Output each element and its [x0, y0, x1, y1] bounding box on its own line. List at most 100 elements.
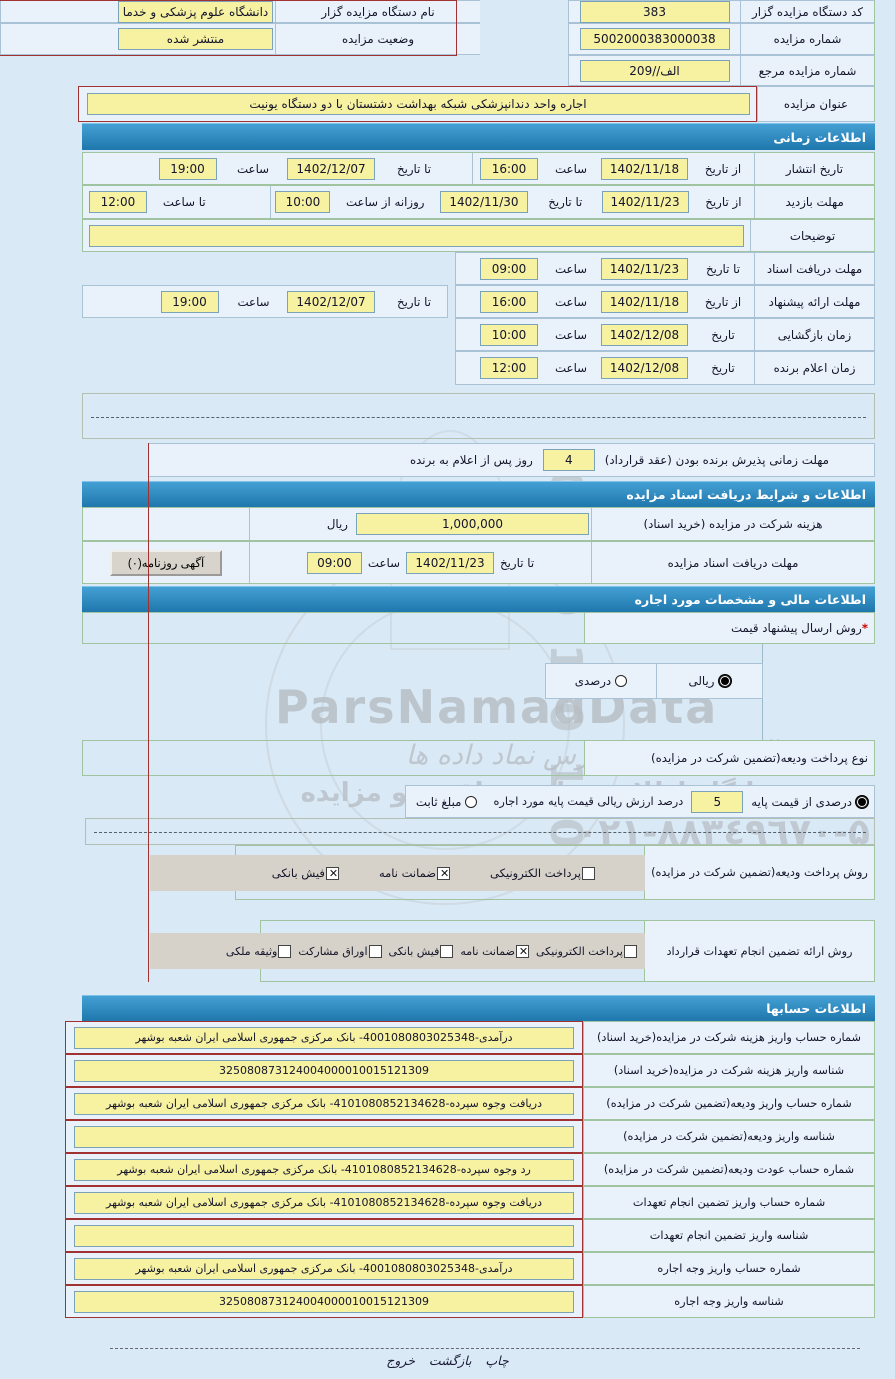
visit-daily-to-cell: 12:00: [83, 186, 153, 218]
fixed-amount-label: مبلغ ثابت: [415, 794, 462, 809]
publish-to-input[interactable]: 1402/12/07: [287, 157, 375, 180]
receive-date-input[interactable]: 1402/11/23: [601, 257, 688, 280]
offer-label: مهلت ارائه پیشنهاد: [754, 286, 874, 317]
account-value-input[interactable]: [73, 1125, 575, 1148]
account-label: شناسه واریز وجه اجاره: [583, 1285, 875, 1318]
guarantee-letter-checkbox[interactable]: [516, 944, 530, 958]
spacer: [456, 253, 473, 284]
account-value-input[interactable]: [73, 1224, 575, 1247]
hour-label: ساعت: [545, 352, 597, 384]
to-date-label: تا تاریخ: [380, 153, 448, 184]
ref-no-input[interactable]: الف//209: [579, 59, 730, 82]
newspaper-ads-button[interactable]: آگهی روزنامه(۰): [109, 549, 223, 576]
hour-label: ساعت: [367, 555, 400, 570]
agency-code-input[interactable]: 383: [579, 0, 730, 23]
publish-from-hour-input[interactable]: 16:00: [480, 157, 538, 180]
account-value-input[interactable]: درآمدی-4001080803025348- بانک مرکزی جمهو…: [73, 1026, 575, 1049]
visit-from-cell: 1402/11/23: [597, 186, 693, 218]
visit-label: مهلت بازدید: [754, 186, 874, 218]
receive-hour-input[interactable]: 09:00: [480, 257, 538, 280]
status-cell: منتشر شده: [0, 23, 275, 55]
account-value-cell: دریافت وجوه سپرده-4101080852134628- بانک…: [65, 1186, 583, 1219]
accept-days-input[interactable]: 4: [542, 449, 595, 471]
winner-date-input[interactable]: 1402/12/08: [601, 357, 688, 379]
bank-slip-checkbox[interactable]: [440, 944, 454, 958]
opening-date-input[interactable]: 1402/12/08: [601, 323, 688, 346]
account-value-input[interactable]: درآمدی-4001080803025348- بانک مرکزی جمهو…: [73, 1257, 575, 1280]
hour-label: ساعت: [224, 153, 282, 184]
participation-bonds-checkbox[interactable]: [368, 944, 382, 958]
rial-radio[interactable]: [718, 675, 731, 687]
deposit-type-row: نوع پرداخت ودیعه(تضمین شرکت در مزایده): [82, 740, 875, 776]
percent-base-input[interactable]: 5: [691, 790, 744, 813]
bank-slip-checkbox[interactable]: [325, 866, 340, 880]
status-input[interactable]: منتشر شده: [118, 28, 273, 50]
electronic-pay-checkbox[interactable]: [624, 944, 637, 958]
account-value-cell: رد وجوه سپرده-4101080852134628- بانک مرک…: [65, 1153, 583, 1186]
publish-to-hour-input[interactable]: 19:00: [158, 157, 217, 180]
winner-hour-input[interactable]: 12:00: [480, 357, 538, 379]
account-value-input[interactable]: 325080873124004000010015121309: [73, 1290, 575, 1313]
section-header-docs: اطلاعات و شرایط دریافت اسناد مزایده: [82, 481, 875, 507]
exit-link[interactable]: خروج: [386, 1353, 416, 1368]
to-date-label: تا تاریخ: [381, 286, 447, 317]
notes-cell: [83, 220, 750, 251]
deposit-option: فیش بانکی: [272, 866, 340, 880]
deposit-pay-outer: روش پرداخت ودیعه(تضمین شرکت در مزایده): [235, 845, 875, 900]
property-collateral-checkbox[interactable]: [278, 944, 292, 958]
agency-name-label: نام دستگاه مزایده گزار: [275, 0, 480, 23]
account-value-input[interactable]: دریافت وجوه سپرده-4101080852134628- بانک…: [73, 1191, 575, 1214]
receive-label: مهلت دریافت اسناد: [754, 253, 874, 284]
agency-code-cell: 383: [568, 0, 740, 23]
hour-label: ساعت: [226, 286, 281, 317]
notes-input[interactable]: [89, 224, 744, 247]
offer-to-hour-input[interactable]: 19:00: [160, 290, 219, 313]
account-value-input[interactable]: دریافت وجوه سپرده-4101080852134628- بانک…: [73, 1092, 575, 1115]
percent-base-desc: درصد ارزش ریالی قیمت پایه مورد اجاره: [493, 795, 684, 808]
back-link[interactable]: بازگشت: [428, 1353, 472, 1368]
publish-from-input[interactable]: 1402/11/18: [601, 157, 688, 180]
footer-links: چاپ بازگشت خروج: [0, 1353, 895, 1368]
guarantee-letter-label: ضمانت نامه: [378, 866, 437, 880]
fee-row: هزینه شرکت در مزایده (خرید اسناد) 1,000,…: [82, 507, 875, 541]
percent-base-label: درصدی از قیمت پایه: [751, 794, 852, 809]
fixed-amount-radio[interactable]: [465, 795, 478, 808]
print-link[interactable]: چاپ: [485, 1353, 509, 1368]
visit-to-input[interactable]: 1402/11/30: [439, 191, 528, 213]
separator-box: [85, 818, 875, 845]
auction-no-input[interactable]: 5002000383000038: [579, 28, 730, 50]
guarantee-letter-checkbox[interactable]: [437, 866, 451, 880]
price-type-radio-row: ریالی درصدی: [545, 663, 763, 699]
title-input[interactable]: اجاره واحد دندانپزشکی شبکه بهداشت دشتستا…: [86, 93, 750, 115]
offer-to-input[interactable]: 1402/12/07: [287, 290, 375, 313]
visit-from-input[interactable]: 1402/11/23: [601, 191, 689, 213]
title-cell: اجاره واحد دندانپزشکی شبکه بهداشت دشتستا…: [78, 86, 757, 122]
from-date-label: از تاریخ: [692, 153, 754, 184]
participation-bonds-label: اوراق مشارکت: [298, 944, 368, 958]
fee-unit: ریال: [326, 517, 348, 531]
agency-name-input[interactable]: دانشگاه علوم پزشکی و خدما: [118, 0, 273, 23]
guarantee-option: پرداخت الکترونیکی: [536, 944, 637, 958]
offer-from-hour-input[interactable]: 16:00: [480, 290, 538, 313]
offer-from-cell: 1402/11/18: [597, 286, 692, 317]
docs-deadline-date-input[interactable]: 1402/11/23: [406, 551, 494, 574]
fee-label: هزینه شرکت در مزایده (خرید اسناد): [591, 508, 874, 540]
visit-daily-from-input[interactable]: 10:00: [275, 191, 331, 213]
visit-daily-to-input[interactable]: 12:00: [88, 191, 147, 213]
price-send-method-row: * روش ارسال پیشنهاد قیمت: [82, 612, 875, 644]
account-value-input[interactable]: 325080873124004000010015121309: [73, 1059, 575, 1082]
accept-suffix: روز پس از اعلام به برنده: [409, 453, 533, 467]
fee-input[interactable]: 1,000,000: [356, 513, 589, 535]
offer-from-input[interactable]: 1402/11/18: [601, 290, 688, 313]
opening-hour-input[interactable]: 10:00: [480, 323, 538, 346]
electronic-pay-checkbox[interactable]: [582, 866, 595, 880]
percent-radio[interactable]: [615, 675, 628, 687]
winner-hour-cell: 12:00: [473, 352, 545, 384]
percent-base-radio[interactable]: [856, 795, 868, 808]
red-vertical-line: [148, 443, 149, 982]
spacer: [83, 286, 153, 317]
ref-no-cell: الف//209: [568, 55, 740, 86]
account-value-input[interactable]: رد وجوه سپرده-4101080852134628- بانک مرک…: [73, 1158, 575, 1181]
docs-deadline-hour-input[interactable]: 09:00: [306, 551, 362, 574]
